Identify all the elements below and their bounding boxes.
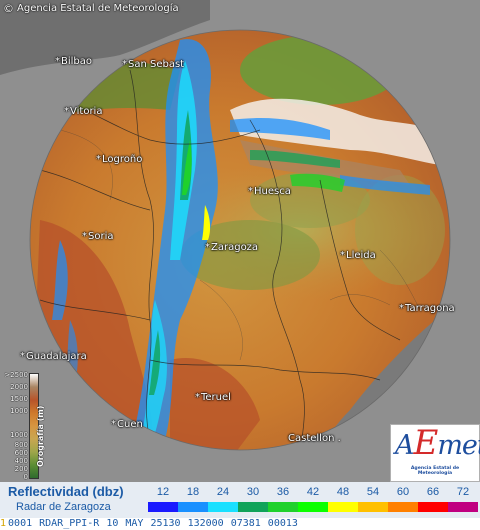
city-vitoria[interactable]: Vitoria	[64, 106, 102, 117]
legend-level-swatch	[208, 502, 238, 512]
city-tarragona[interactable]: Tarragona	[399, 303, 455, 314]
legend-level-swatch	[358, 502, 388, 512]
radar-map-canvas	[0, 0, 480, 482]
legend-level-value: 48	[336, 486, 350, 498]
status-id: 0001	[8, 518, 33, 529]
legend-level-swatch	[328, 502, 358, 512]
legend-level-value: 72	[456, 486, 470, 498]
altitude-color-bar	[29, 373, 39, 479]
status-time: 132000	[187, 518, 224, 529]
status-code: 25130	[150, 518, 181, 529]
legend-level-swatch	[418, 502, 448, 512]
legend-level-swatch	[268, 502, 298, 512]
status-lead: 1	[0, 518, 7, 529]
altitude-tick: >2500	[4, 371, 28, 379]
altitude-tick: 800	[14, 441, 28, 449]
altitude-tick: 600	[14, 449, 28, 457]
city-soria[interactable]: Soria	[82, 231, 113, 242]
reflectivity-legend: Reflectividad (dbz) Radar de Zaragoza 12…	[0, 482, 480, 518]
aemet-logo: AEmet Agencia Estatal de Meteorología	[390, 424, 480, 482]
status-product: RDAR_PPI-R	[39, 518, 100, 529]
legend-level-value: 54	[366, 486, 380, 498]
status-month: MAY	[125, 518, 144, 529]
wordmark-rest: met	[437, 430, 480, 461]
legend-level-swatch	[448, 502, 478, 512]
legend-level-swatch	[148, 502, 178, 512]
legend-level-value: 30	[246, 486, 260, 498]
altitude-tick: 1000	[10, 431, 28, 439]
agency-name: Agencia Estatal de Meteorología	[17, 3, 179, 14]
status-day: 10	[106, 518, 119, 529]
city-logrono[interactable]: Logroño	[96, 154, 142, 165]
legend-level-value: 24	[216, 486, 230, 498]
legend-level-swatch	[238, 502, 268, 512]
radar-map[interactable]: © Agencia Estatal de Meteorología Bilbao…	[0, 0, 480, 482]
wordmark-e: E	[413, 423, 439, 463]
legend-title: Reflectividad (dbz)	[8, 484, 124, 499]
legend-level-swatch	[298, 502, 328, 512]
city-guadalajara[interactable]: Guadalajara	[20, 351, 87, 362]
aemet-wordmark: AEmet	[395, 426, 480, 461]
altitude-title: Orografía (m)	[36, 405, 45, 467]
legend-subtitle: Radar de Zaragoza	[16, 501, 111, 513]
city-cuenca[interactable]: Cuen	[111, 419, 143, 430]
status-bar: 1 0001 RDAR_PPI-R 10 MAY 25130 132000 07381 0001…	[0, 518, 480, 530]
city-san-sebastian[interactable]: San Sebast	[122, 59, 184, 70]
legend-level-swatch	[388, 502, 418, 512]
legend-level-value: 36	[276, 486, 290, 498]
city-teruel[interactable]: Teruel	[195, 392, 231, 403]
sea	[0, 0, 210, 75]
city-huesca[interactable]: Huesca	[248, 186, 291, 197]
city-lleida[interactable]: Lleida	[340, 250, 376, 261]
city-bilbao[interactable]: Bilbao	[55, 56, 92, 67]
aemet-logo-subtitle: Agencia Estatal de Meteorología	[410, 466, 460, 476]
altitude-legend: >2500 2000 1500 1000 1000 800 600 400 20…	[2, 371, 50, 481]
legend-level-value: 42	[306, 486, 320, 498]
altitude-tick: 400	[14, 457, 28, 465]
status-tail: 00013	[267, 518, 298, 529]
city-castellon[interactable]: Castellon .	[288, 433, 341, 444]
legend-level-value: 60	[396, 486, 410, 498]
legend-level-value: 66	[426, 486, 440, 498]
status-extra: 07381	[230, 518, 261, 529]
city-zaragoza[interactable]: Zaragoza	[205, 242, 258, 253]
copyright-symbol: ©	[3, 2, 14, 15]
altitude-tick: 1000	[10, 407, 28, 415]
altitude-tick: 200	[14, 465, 28, 473]
credit-line: © Agencia Estatal de Meteorología	[3, 2, 179, 15]
legend-level-value: 18	[186, 486, 200, 498]
altitude-tick: 2000	[10, 383, 28, 391]
wordmark-a: A	[395, 430, 414, 461]
altitude-tick: 0	[23, 473, 28, 481]
legend-level-swatch	[178, 502, 208, 512]
coverage-edge	[29, 29, 451, 451]
altitude-tick: 1500	[10, 395, 28, 403]
legend-level-value: 12	[156, 486, 170, 498]
